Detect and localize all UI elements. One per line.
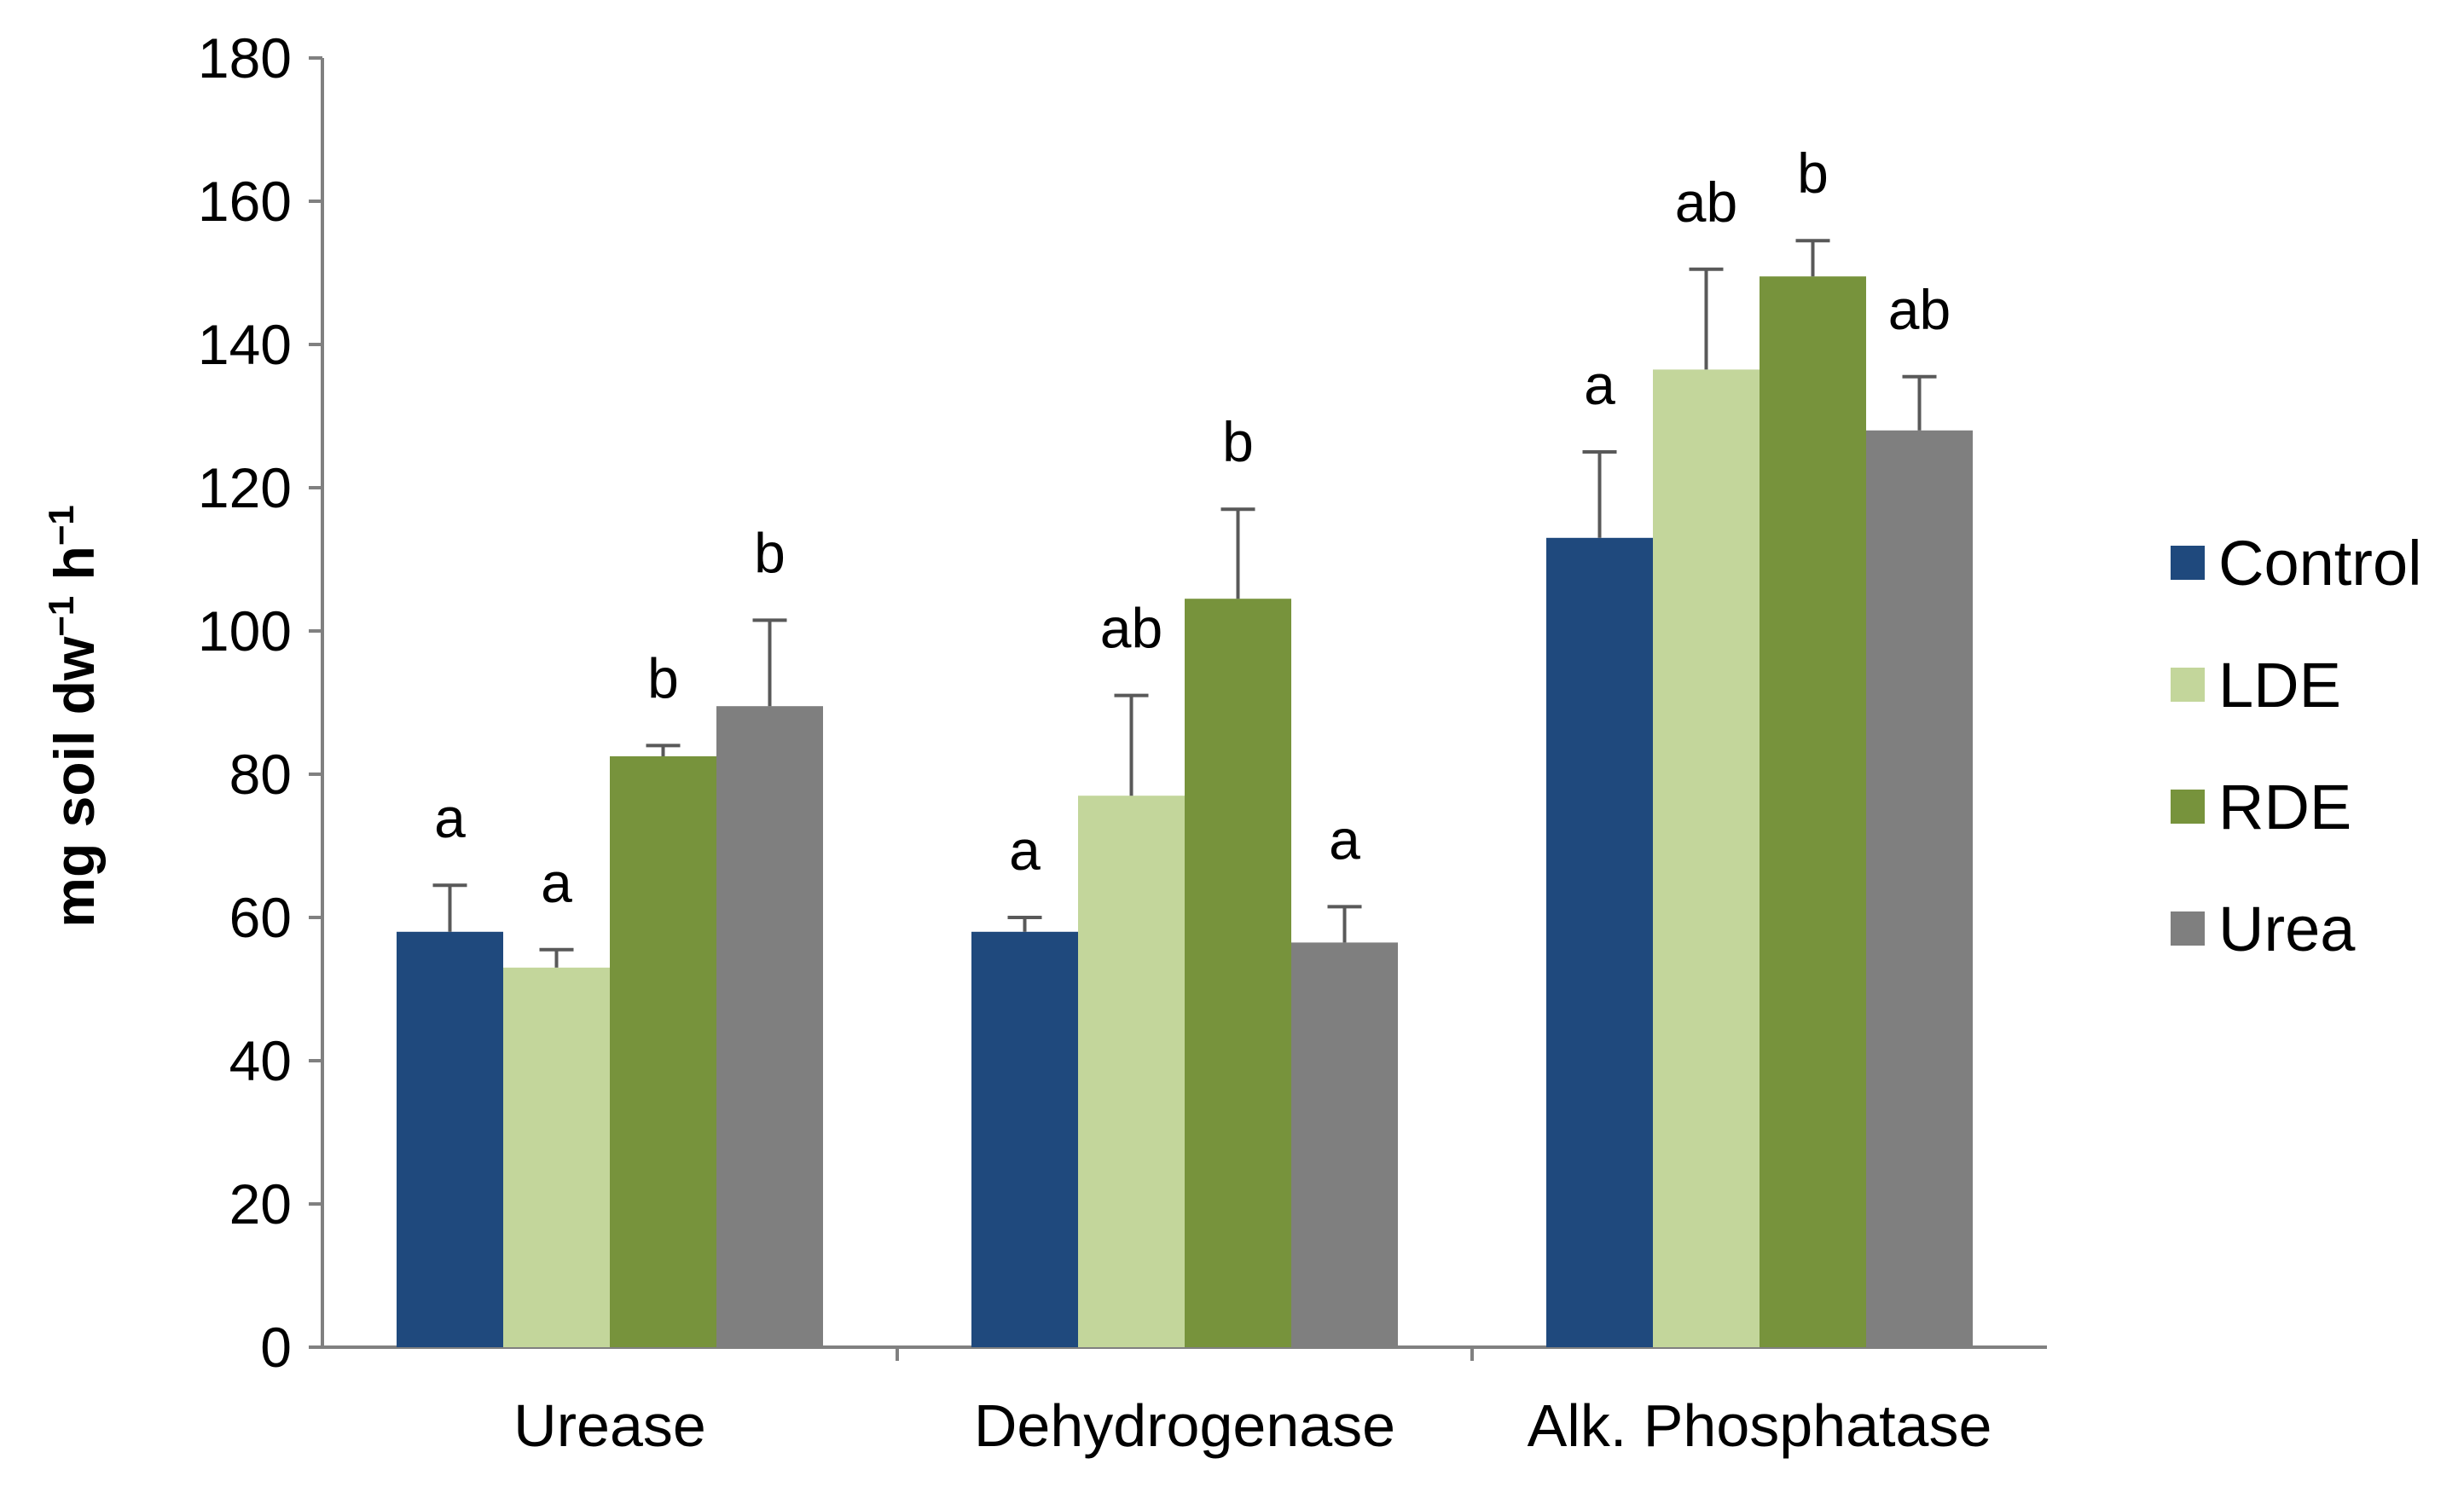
- bar: [1546, 537, 1653, 1347]
- legend-label: Urea: [2218, 894, 2356, 964]
- y-tick-label: 40: [229, 1029, 292, 1092]
- y-tick-label: 160: [198, 170, 292, 233]
- legend-swatch: [2171, 911, 2205, 946]
- axes: 0 20 40 60 80 100 120 140 160 180 Urease Dehydrogen…: [198, 26, 2047, 1459]
- y-tick-label: 0: [260, 1316, 292, 1379]
- legend-swatch: [2171, 790, 2205, 824]
- bar: [1078, 796, 1185, 1347]
- bar: [1185, 599, 1291, 1347]
- bar: [1866, 430, 1973, 1347]
- y-tick-label: 20: [229, 1172, 292, 1235]
- bar: [1291, 942, 1398, 1347]
- significance-letter: b: [1222, 410, 1254, 473]
- bar: [503, 967, 610, 1347]
- y-tick-label: 60: [229, 886, 292, 949]
- significance-letter: ab: [1675, 171, 1737, 234]
- x-category-label: Dehydrogenase: [974, 1392, 1395, 1459]
- legend-swatch: [2171, 546, 2205, 580]
- bar: [610, 756, 716, 1347]
- bar: [397, 931, 503, 1347]
- significance-letter: a: [434, 786, 466, 849]
- x-category-label: Urease: [513, 1392, 706, 1459]
- significance-letter: ab: [1888, 278, 1951, 341]
- y-tick-label: 180: [198, 26, 292, 90]
- significance-letter: b: [1797, 142, 1829, 205]
- bar: [1760, 276, 1866, 1348]
- legend: Control LDE RDE Urea: [2171, 528, 2422, 964]
- legend-label: LDE: [2218, 650, 2341, 720]
- bar: [1653, 369, 1760, 1347]
- significance-letter: a: [541, 851, 572, 914]
- y-tick-label: 100: [198, 599, 292, 663]
- legend-label: RDE: [2218, 772, 2351, 842]
- y-tick-label: 140: [198, 313, 292, 376]
- legend-swatch: [2171, 668, 2205, 702]
- y-tick-label: 120: [198, 456, 292, 519]
- significance-letter: a: [1329, 807, 1360, 871]
- bars: [397, 276, 1973, 1348]
- significance-letter: a: [1009, 819, 1041, 882]
- y-tick-label: 80: [229, 743, 292, 806]
- legend-label: Control: [2218, 528, 2422, 599]
- significance-letter: ab: [1100, 597, 1162, 660]
- significance-letter: b: [754, 521, 786, 584]
- bar: [716, 706, 823, 1347]
- bar: [971, 931, 1078, 1347]
- significance-letter: b: [647, 646, 679, 709]
- error-bars: [432, 239, 1937, 968]
- x-category-label: Alk. Phosphatase: [1528, 1392, 1992, 1459]
- y-axis-label: mg soil dw−1 h−1: [41, 505, 106, 927]
- significance-letter: a: [1584, 353, 1615, 416]
